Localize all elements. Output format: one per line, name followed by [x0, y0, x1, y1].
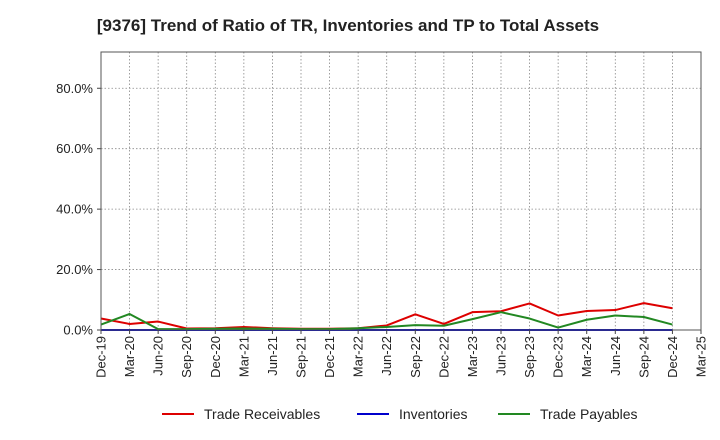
chart-title: [9376] Trend of Ratio of TR, Inventories…	[97, 16, 599, 35]
x-tick-label: Jun-20	[151, 336, 166, 376]
x-tick-label: Dec-23	[551, 336, 566, 378]
legend-label-trade-receivables: Trade Receivables	[204, 406, 320, 422]
x-tick-label: Dec-21	[322, 336, 337, 378]
x-tick-label: Mar-22	[351, 336, 366, 377]
x-tick-labels: Dec-19 Mar-20 Jun-20 Sep-20 Dec-20 Mar-21 Jun-…	[94, 336, 709, 378]
plot-frame	[100, 51, 702, 331]
legend-label-trade-payables: Trade Payables	[540, 406, 638, 422]
axes	[97, 51, 702, 334]
x-tick-label: Mar-24	[579, 336, 594, 377]
x-tick-label: Jun-23	[494, 336, 509, 376]
x-tick-label: Dec-24	[665, 336, 680, 378]
x-tick-label: Dec-19	[94, 336, 109, 378]
grid-lines	[100, 52, 702, 330]
x-tick-label: Dec-22	[436, 336, 451, 378]
x-tick-label: Sep-21	[294, 336, 309, 378]
x-tick-label: Mar-25	[694, 336, 709, 377]
x-tick-label: Sep-23	[522, 336, 537, 378]
y-tick-labels: 0.0% 20.0% 40.0% 60.0% 80.0%	[56, 81, 93, 338]
legend-label-inventories: Inventories	[399, 406, 467, 422]
x-tick-label: Jun-21	[265, 336, 280, 376]
legend: Trade Receivables Inventories Trade Payabl…	[162, 406, 638, 422]
plot-area	[101, 52, 701, 330]
x-tick-label: Mar-23	[465, 336, 480, 377]
x-tick-label: Jun-24	[608, 336, 623, 376]
x-tick-label: Sep-20	[179, 336, 194, 378]
plot-background	[101, 52, 701, 330]
y-tick-label: 0.0%	[63, 323, 93, 338]
x-tick-label: Sep-22	[408, 336, 423, 378]
x-tick-label: Dec-20	[208, 336, 223, 378]
y-tick-label: 80.0%	[56, 81, 93, 96]
x-tick-label: Mar-20	[122, 336, 137, 377]
y-tick-label: 20.0%	[56, 262, 93, 277]
x-tick-label: Jun-22	[379, 336, 394, 376]
x-tick-label: Sep-24	[636, 336, 651, 378]
y-tick-label: 60.0%	[56, 141, 93, 156]
series-line-trade-payables	[100, 311, 673, 331]
x-tick-label: Mar-21	[236, 336, 251, 377]
y-tick-label: 40.0%	[56, 202, 93, 217]
